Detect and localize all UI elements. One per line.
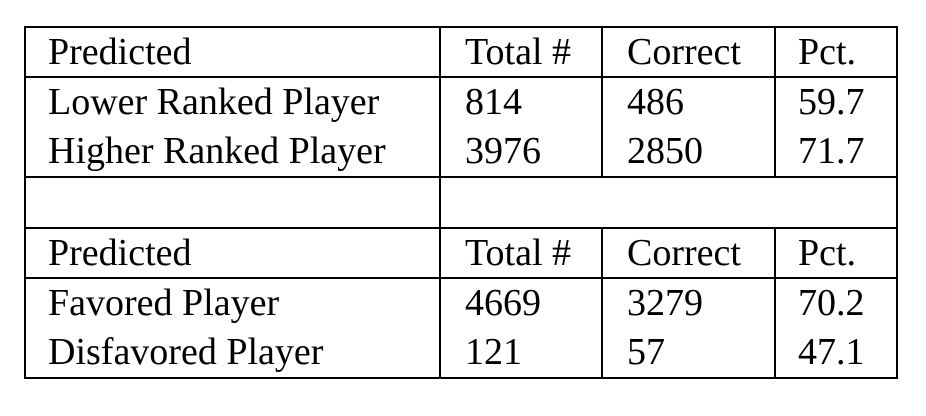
cell-total: 121	[439, 326, 603, 380]
table1-header-row: Predicted Total # Correct Pct.	[24, 25, 898, 79]
table-row: Higher Ranked Player 3976 2850 71.7	[24, 126, 898, 179]
table-row: Lower Ranked Player 814 486 59.7	[24, 77, 898, 127]
header-total: Total #	[439, 25, 603, 79]
table-row: Favored Player 4669 3279 70.2	[24, 277, 898, 327]
results-table: Predicted Total # Correct Pct. Lower Ran…	[24, 25, 898, 380]
header-predicted: Predicted	[24, 25, 441, 79]
header-pct: Pct.	[774, 25, 898, 79]
table-row: Disfavored Player 121 57 47.1	[24, 326, 898, 380]
header-correct: Correct	[601, 25, 776, 79]
spacer-cell	[439, 177, 898, 229]
header-correct: Correct	[601, 226, 776, 279]
cell-pct: 47.1	[774, 326, 898, 380]
spacer-cell	[24, 177, 441, 229]
table2-header-row: Predicted Total # Correct Pct.	[24, 226, 898, 279]
cell-correct: 3279	[601, 277, 776, 327]
cell-total: 4669	[439, 277, 603, 327]
cell-predicted: Disfavored Player	[24, 326, 441, 380]
cell-correct: 486	[601, 77, 776, 127]
cell-predicted: Lower Ranked Player	[24, 77, 441, 127]
header-pct: Pct.	[774, 226, 898, 279]
cell-pct: 70.2	[774, 277, 898, 327]
cell-correct: 57	[601, 326, 776, 380]
header-predicted: Predicted	[24, 226, 441, 279]
cell-total: 814	[439, 77, 603, 127]
cell-correct: 2850	[601, 126, 776, 179]
spacer-row	[24, 177, 898, 229]
cell-predicted: Higher Ranked Player	[24, 126, 441, 179]
cell-total: 3976	[439, 126, 603, 179]
cell-pct: 59.7	[774, 77, 898, 127]
cell-predicted: Favored Player	[24, 277, 441, 327]
header-total: Total #	[439, 226, 603, 279]
cell-pct: 71.7	[774, 126, 898, 179]
